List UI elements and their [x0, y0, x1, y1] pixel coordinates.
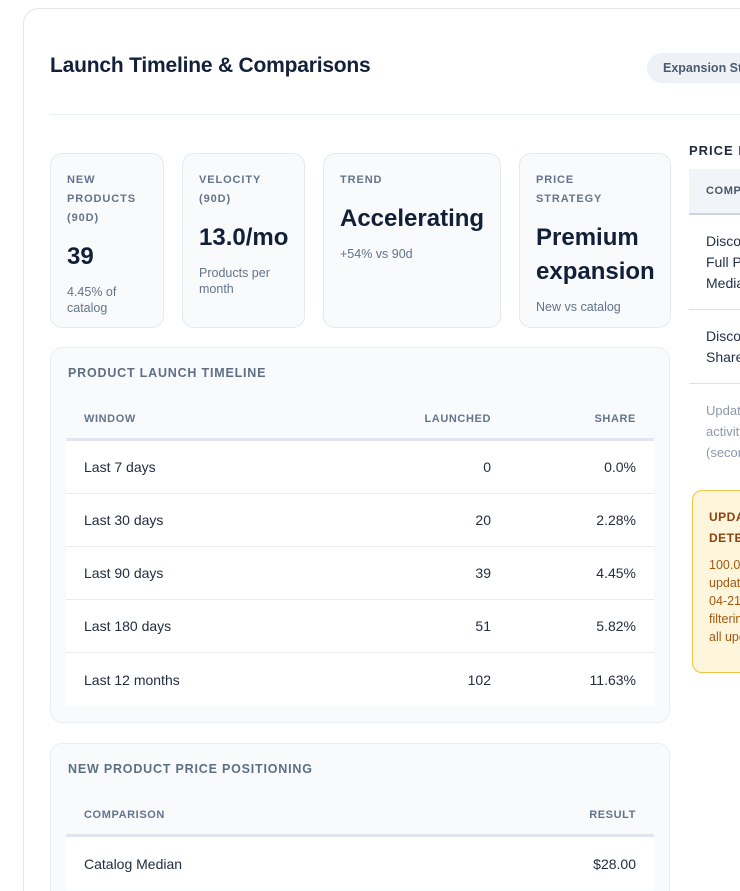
column-header-comparison: COMPARISON [706, 185, 740, 197]
comparison-line: Median [706, 275, 740, 291]
side-panel-note: Updated based on activity in window (sec… [689, 400, 740, 463]
share-cell: 5.82% [596, 618, 636, 634]
comparison-cell: Catalog Median [84, 855, 183, 872]
stat-value: Premium expansion [536, 224, 655, 285]
stat-subtext: 4.45% of catalog [67, 285, 117, 315]
table-row: Last 90 days 39 4.45% [66, 547, 654, 600]
stat-label: NEW PRODUCTS (90D) [67, 174, 136, 224]
alert-title-line: DETECTED [709, 531, 740, 545]
side-panel: PRICE POSITIONING COMPARISON Discount vs… [689, 143, 740, 673]
update-alert-box: UPDATE PATTERN DETECTED 100.0% of produc… [692, 490, 740, 673]
stat-label: TREND [340, 174, 383, 186]
column-header-result: RESULT [589, 809, 636, 821]
window-cell: Last 90 days [84, 565, 164, 581]
table-row: Discounted Share [689, 310, 740, 384]
side-panel-table-header: COMPARISON [689, 169, 740, 215]
comparison-line: Discounted [706, 328, 740, 344]
launched-cell: 51 [475, 618, 491, 634]
window-cell: Last 180 days [84, 618, 172, 634]
comparison-line: Share [706, 349, 740, 365]
table-row: Catalog Median $28.00 [66, 837, 654, 890]
alert-body-line: updates occurred on [709, 576, 740, 590]
table-row: Last 7 days 0 0.0% [66, 441, 654, 494]
side-panel-title: PRICE POSITIONING [689, 143, 740, 158]
alert-body-line: filtering these from [709, 612, 740, 626]
stat-subtext: Products per month [199, 266, 270, 296]
launched-cell: 102 [467, 671, 491, 688]
product-launch-timeline-panel: PRODUCT LAUNCH TIMELINE WINDOW LAUNCHED … [50, 347, 670, 723]
note-line: Updated based on [706, 403, 740, 418]
share-cell: 11.63% [589, 671, 636, 688]
alert-body: 100.0% of product updates occurred on 04… [709, 556, 740, 646]
status-badge: Expansion Strategy [647, 53, 740, 83]
stat-label: PRICE STRATEGY [536, 174, 603, 205]
column-header-window: WINDOW [84, 413, 136, 425]
stat-cards-row: NEW PRODUCTS (90D) 39 4.45% of catalog V… [50, 153, 671, 328]
note-line: activity in window [706, 424, 740, 439]
comparison-line: Full Price [706, 254, 740, 270]
result-cell: $28.00 [593, 855, 636, 872]
header-divider [50, 114, 740, 115]
column-header-comparison: COMPARISON [84, 809, 165, 821]
table-row: Discount vs Full Price Median [689, 215, 740, 310]
share-cell: 2.28% [596, 512, 636, 528]
main-card: Launch Timeline & Comparisons Expansion … [23, 8, 740, 891]
table-row: Last 12 months 102 11.63% [66, 653, 654, 706]
launched-cell: 39 [475, 565, 491, 581]
stat-value: 39 [67, 243, 94, 270]
window-cell: Last 30 days [84, 512, 164, 528]
alert-body-line: 04-21. Consider [709, 594, 740, 608]
alert-body-line: 100.0% of product [709, 558, 740, 572]
stat-value: 13.0/mo [199, 224, 289, 251]
column-header-launched: LAUNCHED [424, 413, 491, 425]
stat-card-trend: TREND Accelerating +54% vs 90d [323, 153, 501, 328]
price-positioning-table-header: COMPARISON RESULT [66, 803, 654, 837]
window-cell: Last 7 days [84, 459, 156, 475]
timeline-table-header: WINDOW LAUNCHED SHARE [66, 407, 654, 441]
timeline-panel-title: PRODUCT LAUNCH TIMELINE [68, 366, 267, 380]
alert-title-line: UPDATE PATTERN [709, 510, 740, 524]
table-row: Last 30 days 20 2.28% [66, 494, 654, 547]
table-row: Last 180 days 51 5.82% [66, 600, 654, 653]
share-cell: 4.45% [596, 565, 636, 581]
launched-cell: 0 [483, 459, 491, 475]
page-title: Launch Timeline & Comparisons [50, 54, 371, 77]
stat-subtext: +54% vs 90d [340, 247, 413, 261]
column-header-share: SHARE [594, 413, 636, 425]
stat-label: VELOCITY (90D) [199, 174, 262, 205]
launched-cell: 20 [475, 512, 491, 528]
price-positioning-panel-title: NEW PRODUCT PRICE POSITIONING [68, 762, 313, 776]
share-cell: 0.0% [604, 459, 636, 475]
window-cell: Last 12 months [84, 671, 180, 688]
stat-card-new-products: NEW PRODUCTS (90D) 39 4.45% of catalog [50, 153, 164, 328]
stat-card-price-strategy: PRICE STRATEGY Premium expansion New vs … [519, 153, 671, 328]
main-content-column: NEW PRODUCTS (90D) 39 4.45% of catalog V… [50, 153, 671, 891]
stat-card-velocity: VELOCITY (90D) 13.0/mo Products per mont… [182, 153, 305, 328]
comparison-line: Discount vs [706, 233, 740, 249]
stat-value: Accelerating [340, 205, 485, 232]
price-positioning-panel: NEW PRODUCT PRICE POSITIONING COMPARISON… [50, 743, 670, 891]
alert-body-line: all update metrics. [709, 630, 740, 644]
stat-subtext: New vs catalog [536, 300, 621, 314]
